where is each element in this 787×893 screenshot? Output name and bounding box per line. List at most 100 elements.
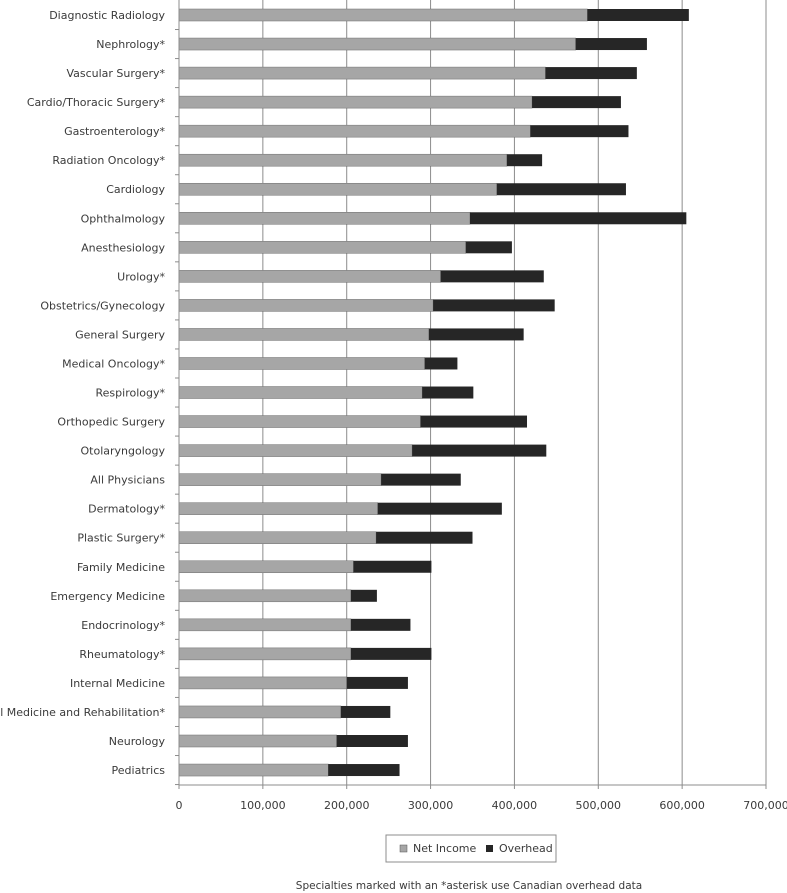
category-label: Internal Medicine [70, 677, 165, 690]
bar-net-income [178, 153, 508, 167]
bar-net-income [178, 386, 423, 399]
bar-net-income [178, 328, 430, 341]
x-tick-label: 200,000 [324, 799, 370, 812]
bar-net-income [178, 241, 467, 254]
bar-net-income [178, 415, 421, 428]
bar-overhead [350, 618, 411, 631]
bar-overhead [575, 38, 647, 51]
category-label: Physical Medicine and Rehabilitation* [0, 706, 165, 719]
category-label: Cardio/Thoracic Surgery* [27, 96, 166, 109]
bar-net-income [178, 37, 576, 51]
x-tick-label: 400,000 [492, 799, 538, 812]
bar-overhead [530, 125, 629, 138]
bar-net-income [178, 8, 588, 22]
bar-net-income [178, 66, 546, 80]
bar-overhead [377, 502, 502, 515]
bar-overhead [469, 212, 687, 225]
bar-net-income [178, 124, 531, 138]
category-label: Emergency Medicine [50, 590, 165, 603]
bar-overhead [422, 386, 474, 399]
category-label: Radiation Oncology* [52, 154, 165, 167]
bar-net-income [178, 589, 352, 603]
bar-overhead [440, 270, 544, 283]
x-tick-label: 0 [176, 799, 183, 812]
category-label: Respirology* [96, 387, 166, 400]
bar-overhead [412, 444, 547, 457]
legend-label-overhead: Overhead [499, 842, 553, 855]
x-tick-label: 300,000 [408, 799, 454, 812]
x-tick-label: 600,000 [659, 799, 705, 812]
footnote: Specialties marked with an *asterisk use… [296, 880, 642, 892]
category-label: Otolaryngology [81, 445, 166, 458]
category-label: General Surgery [75, 328, 165, 341]
category-label: Orthopedic Surgery [57, 416, 165, 429]
legend-box [385, 834, 557, 863]
category-label: Ophthalmology [81, 212, 166, 225]
category-label: Vascular Surgery* [66, 67, 165, 80]
bars [178, 8, 689, 777]
category-label: Endocrinology* [81, 619, 165, 632]
x-tick-label: 500,000 [576, 799, 622, 812]
bar-net-income [178, 647, 352, 661]
bar-overhead [465, 241, 512, 254]
bar-net-income [178, 444, 413, 457]
bar-overhead [587, 9, 689, 21]
bar-overhead [340, 705, 391, 718]
bar-net-income [178, 357, 425, 370]
x-tick-label: 100,000 [240, 799, 286, 812]
bar-overhead [336, 735, 408, 747]
bar-net-income [178, 531, 377, 544]
category-label: Gastroenterology* [64, 125, 165, 138]
bar-overhead [350, 647, 432, 660]
bar-net-income [178, 502, 378, 515]
bar-overhead [346, 676, 408, 689]
category-label: Pediatrics [112, 764, 166, 777]
category-label: Urology* [117, 270, 165, 283]
category-label: Obstetrics/Gynecology [40, 299, 165, 312]
category-label: Plastic Surgery* [77, 532, 165, 545]
bar-net-income [178, 734, 337, 748]
legend: Net Income Overhead [385, 834, 557, 863]
bar-net-income [178, 182, 498, 196]
legend-swatch-net-income [399, 844, 408, 853]
bar-overhead [376, 531, 473, 544]
bar-overhead [424, 357, 458, 370]
category-label: All Physicians [90, 474, 165, 487]
bar-overhead [420, 415, 528, 428]
bar-net-income [178, 676, 347, 690]
category-label: Medical Oncology* [62, 357, 165, 370]
category-label: Cardiology [106, 183, 165, 196]
bar-net-income [178, 763, 329, 777]
bar-net-income [178, 270, 441, 283]
category-label: Rheumatology* [79, 648, 165, 661]
bar-net-income [178, 212, 471, 225]
bar-net-income [178, 299, 434, 312]
bar-overhead [328, 764, 400, 777]
category-label: Anesthesiology [81, 241, 165, 254]
bar-overhead [496, 183, 626, 196]
bar-overhead [350, 589, 377, 602]
legend-label-net-income: Net Income [413, 842, 477, 855]
bar-net-income [178, 95, 533, 109]
x-tick-label: 700,000 [743, 799, 787, 812]
category-label: Diagnostic Radiology [49, 9, 165, 22]
y-axis: Diagnostic Radiology Nephrology* Vascular … [0, 0, 180, 786]
bar-net-income [178, 705, 342, 719]
bar-overhead [545, 67, 637, 80]
bar-net-income [178, 618, 352, 632]
category-label: Dermatology* [88, 503, 165, 516]
x-axis: 0 100,000 200,000 300,000 400,000 500,000 600,… [176, 784, 787, 812]
bar-overhead [433, 299, 555, 312]
bar-overhead [532, 96, 621, 109]
bar-overhead [506, 154, 543, 167]
category-label: Family Medicine [77, 561, 165, 574]
category-label: Nephrology* [96, 38, 165, 51]
bar-net-income [178, 560, 354, 574]
bar-overhead [353, 560, 432, 573]
bar-overhead [428, 328, 524, 341]
legend-swatch-overhead [486, 845, 493, 852]
bar-overhead [381, 473, 461, 486]
bar-net-income [178, 473, 382, 486]
category-label: Neurology [109, 735, 166, 748]
